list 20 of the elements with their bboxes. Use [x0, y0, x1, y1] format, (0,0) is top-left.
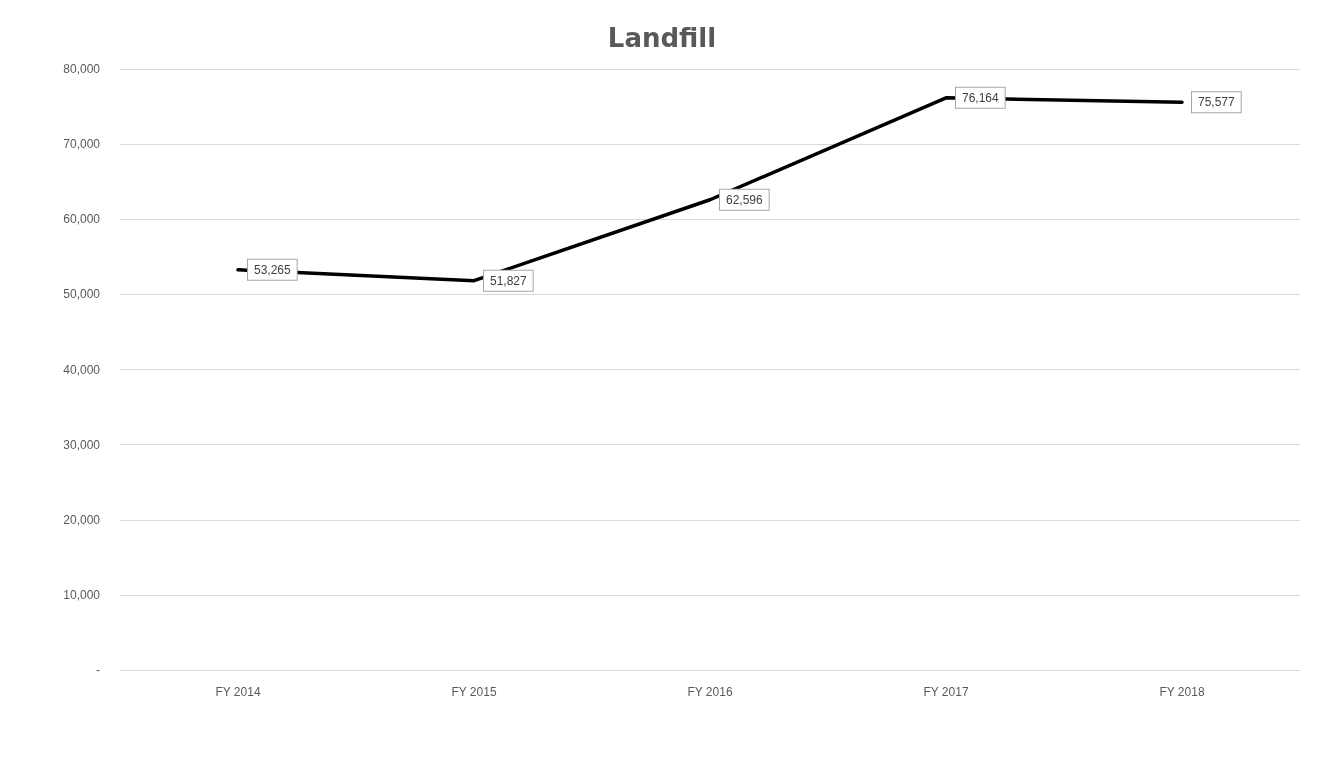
data-label: 51,827 — [490, 273, 528, 288]
y-tick-label: 60,000 — [63, 212, 101, 227]
chart-title: Landfill — [607, 23, 717, 53]
x-tick-label: FY 2017 — [923, 685, 969, 699]
x-tick-label: FY 2018 — [1159, 685, 1205, 699]
data-label: 62,596 — [726, 192, 764, 207]
y-tick-label: 40,000 — [63, 362, 101, 377]
y-tick-label: 10,000 — [63, 587, 101, 602]
data-label: 53,265 — [254, 262, 292, 277]
data-label: 76,164 — [962, 90, 1000, 105]
y-tick-label: 50,000 — [63, 287, 101, 302]
x-tick-label: FY 2016 — [687, 685, 733, 699]
y-tick-label: 70,000 — [63, 137, 101, 152]
y-tick-label: - — [96, 663, 100, 677]
data-label: 75,577 — [1198, 95, 1236, 110]
x-tick-label: FY 2015 — [451, 685, 497, 699]
x-tick-label: FY 2014 — [215, 685, 261, 699]
y-tick-label: 80,000 — [63, 62, 101, 76]
y-tick-label: 30,000 — [63, 437, 101, 452]
y-tick-label: 20,000 — [63, 512, 101, 527]
